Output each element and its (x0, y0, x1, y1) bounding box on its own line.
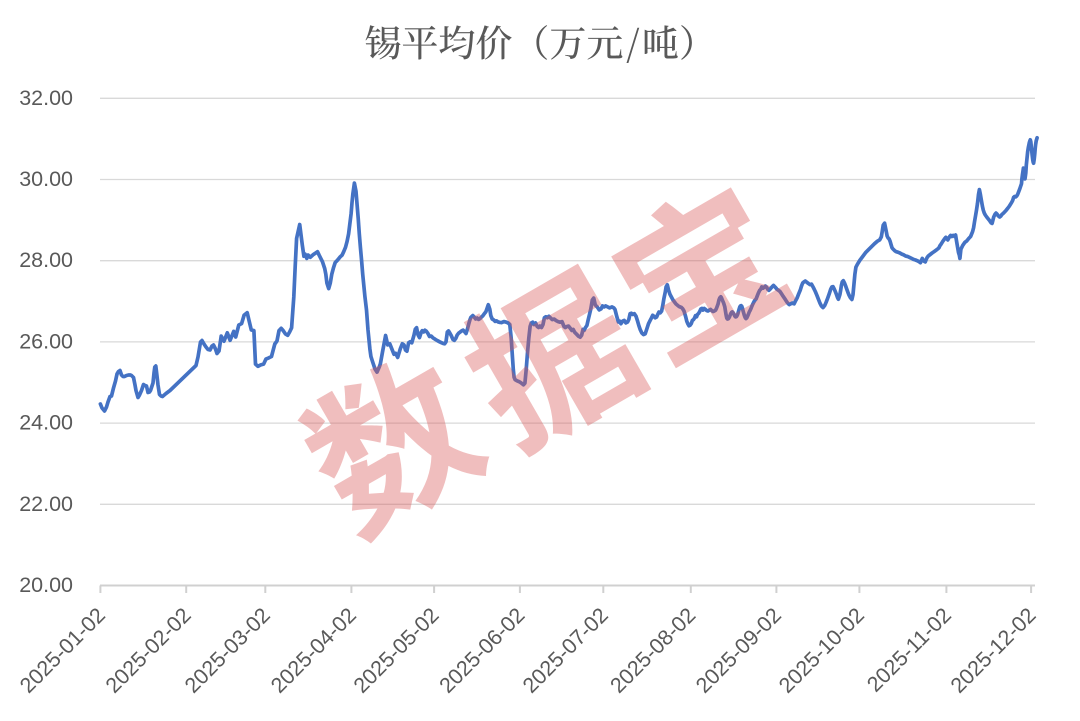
svg-text:28.00: 28.00 (19, 248, 73, 272)
svg-text:20.00: 20.00 (19, 573, 73, 597)
svg-text:24.00: 24.00 (19, 411, 73, 435)
svg-text:22.00: 22.00 (19, 492, 73, 516)
svg-text:30.00: 30.00 (19, 167, 73, 191)
svg-text:32.00: 32.00 (19, 86, 73, 110)
svg-text:26.00: 26.00 (19, 329, 73, 353)
